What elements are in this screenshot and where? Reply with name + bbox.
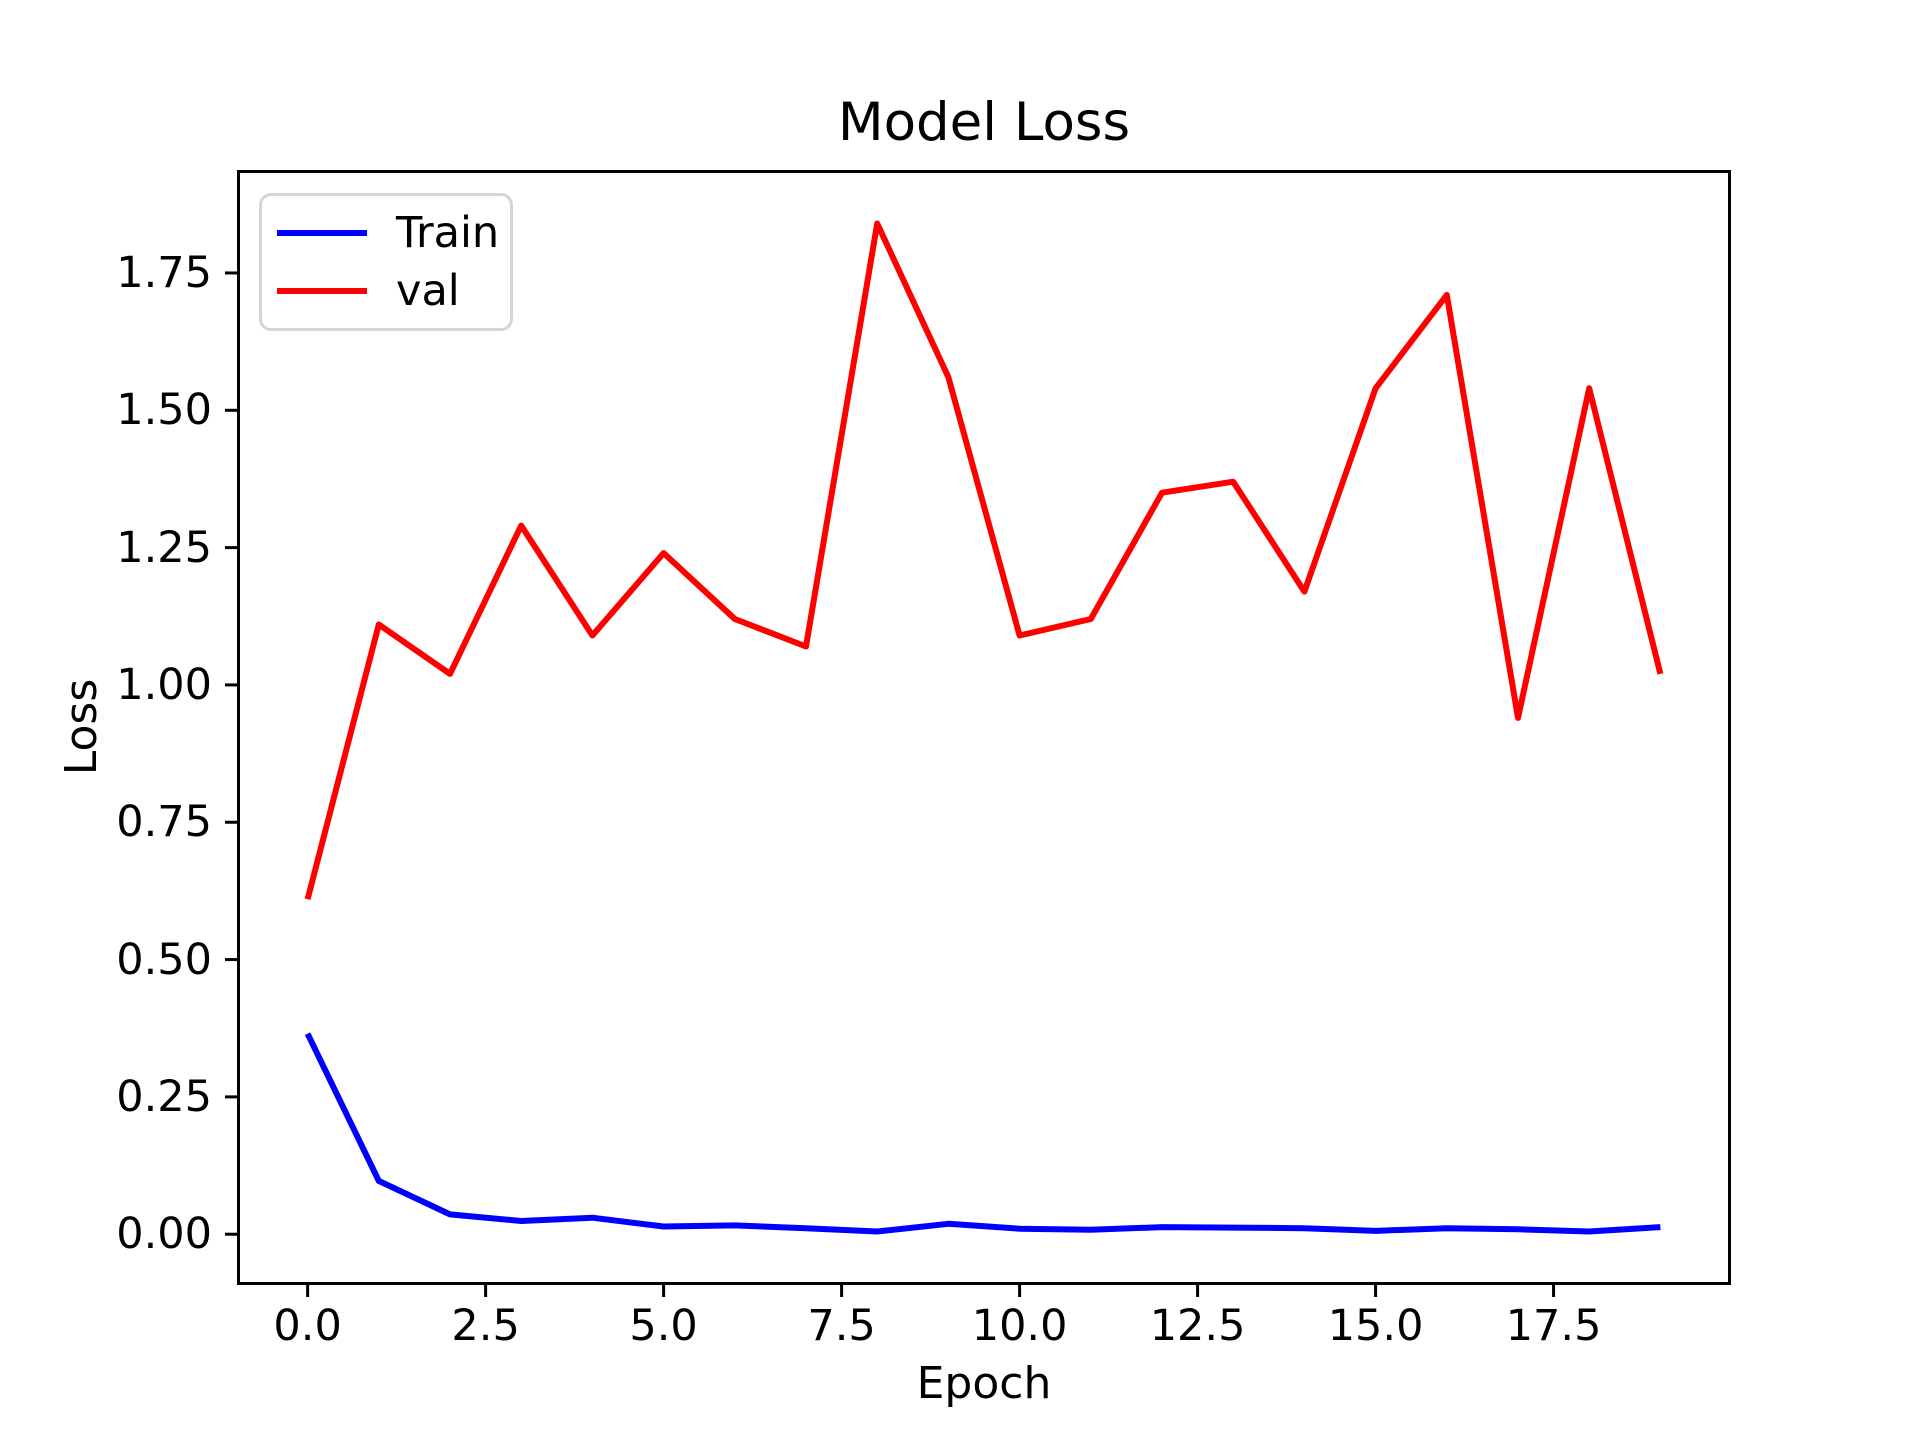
x-tick-label: 10.0 xyxy=(971,1301,1068,1351)
val-line xyxy=(304,220,1664,900)
y-tick-label: 1.25 xyxy=(116,522,212,573)
y-tick-label: 0.00 xyxy=(116,1209,212,1260)
x-tick-label: 5.0 xyxy=(629,1301,698,1351)
legend: Train val xyxy=(259,193,513,331)
x-axis-label: Epoch xyxy=(916,1358,1052,1409)
legend-entry-train: Train xyxy=(262,207,510,258)
y-tick-label: 1.75 xyxy=(116,247,212,298)
x-tick-label: 12.5 xyxy=(1149,1301,1246,1351)
chart-title: Model Loss xyxy=(837,92,1131,153)
y-tick-label: 0.25 xyxy=(116,1071,212,1122)
x-tick-label: 2.5 xyxy=(451,1301,520,1351)
plot-canvas xyxy=(225,220,1664,1297)
train-line-swatch xyxy=(277,230,367,236)
y-tick-label: 1.00 xyxy=(116,659,212,710)
legend-label-val: val xyxy=(396,265,460,316)
plot-area xyxy=(237,170,1731,1285)
y-tick-label: 0.50 xyxy=(116,934,212,985)
x-tick-label: 7.5 xyxy=(807,1301,876,1351)
y-tick-label: 0.75 xyxy=(116,797,212,848)
x-tick-label: 17.5 xyxy=(1505,1301,1602,1351)
y-axis-label: Loss xyxy=(56,678,107,776)
train-line xyxy=(304,1032,1661,1235)
y-tick-label: 1.50 xyxy=(116,385,212,436)
val-line-swatch xyxy=(277,288,367,294)
legend-entry-val: val xyxy=(262,265,510,316)
legend-label-train: Train xyxy=(396,207,500,258)
x-tick-label: 15.0 xyxy=(1327,1301,1424,1351)
x-tick-label: 0.0 xyxy=(273,1301,342,1351)
